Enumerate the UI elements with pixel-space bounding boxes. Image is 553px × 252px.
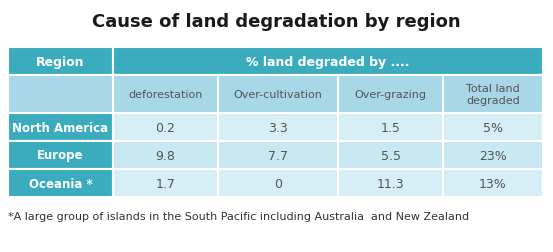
Text: 1.7: 1.7 xyxy=(155,177,175,190)
Text: North America: North America xyxy=(12,121,108,134)
Bar xyxy=(8,48,113,76)
Text: *A large group of islands in the South Pacific including Australia  and New Zeal: *A large group of islands in the South P… xyxy=(8,211,469,221)
Bar xyxy=(113,76,218,114)
Text: 0.2: 0.2 xyxy=(155,121,175,134)
Bar xyxy=(443,76,543,114)
Text: 5.5: 5.5 xyxy=(380,149,400,162)
Text: Over-grazing: Over-grazing xyxy=(354,90,426,100)
Bar xyxy=(218,76,338,114)
Text: Region: Region xyxy=(36,55,85,68)
Text: 11.3: 11.3 xyxy=(377,177,404,190)
Bar xyxy=(8,141,113,169)
Text: deforestation: deforestation xyxy=(128,90,203,100)
Bar xyxy=(218,169,338,197)
Bar xyxy=(113,114,218,141)
Bar xyxy=(443,141,543,169)
Bar xyxy=(8,169,113,197)
Text: 23%: 23% xyxy=(479,149,507,162)
Text: Total land
degraded: Total land degraded xyxy=(466,83,520,106)
Text: 1.5: 1.5 xyxy=(380,121,400,134)
Text: Over-cultivation: Over-cultivation xyxy=(233,90,322,100)
Bar xyxy=(218,141,338,169)
Bar xyxy=(338,114,443,141)
Bar xyxy=(338,169,443,197)
Bar xyxy=(338,141,443,169)
Text: Cause of land degradation by region: Cause of land degradation by region xyxy=(92,13,461,31)
Text: 0: 0 xyxy=(274,177,282,190)
Text: Oceania *: Oceania * xyxy=(29,177,92,190)
Text: Europe: Europe xyxy=(37,149,84,162)
Text: 5%: 5% xyxy=(483,121,503,134)
Text: 9.8: 9.8 xyxy=(155,149,175,162)
Bar xyxy=(338,76,443,114)
Bar xyxy=(8,114,113,141)
Text: % land degraded by ....: % land degraded by .... xyxy=(246,55,410,68)
Bar xyxy=(113,48,543,76)
Bar xyxy=(218,114,338,141)
Bar xyxy=(113,169,218,197)
Bar xyxy=(8,76,113,114)
Text: 3.3: 3.3 xyxy=(268,121,288,134)
Bar xyxy=(113,141,218,169)
Text: 7.7: 7.7 xyxy=(268,149,288,162)
Text: 13%: 13% xyxy=(479,177,507,190)
Bar xyxy=(443,169,543,197)
Bar xyxy=(443,114,543,141)
